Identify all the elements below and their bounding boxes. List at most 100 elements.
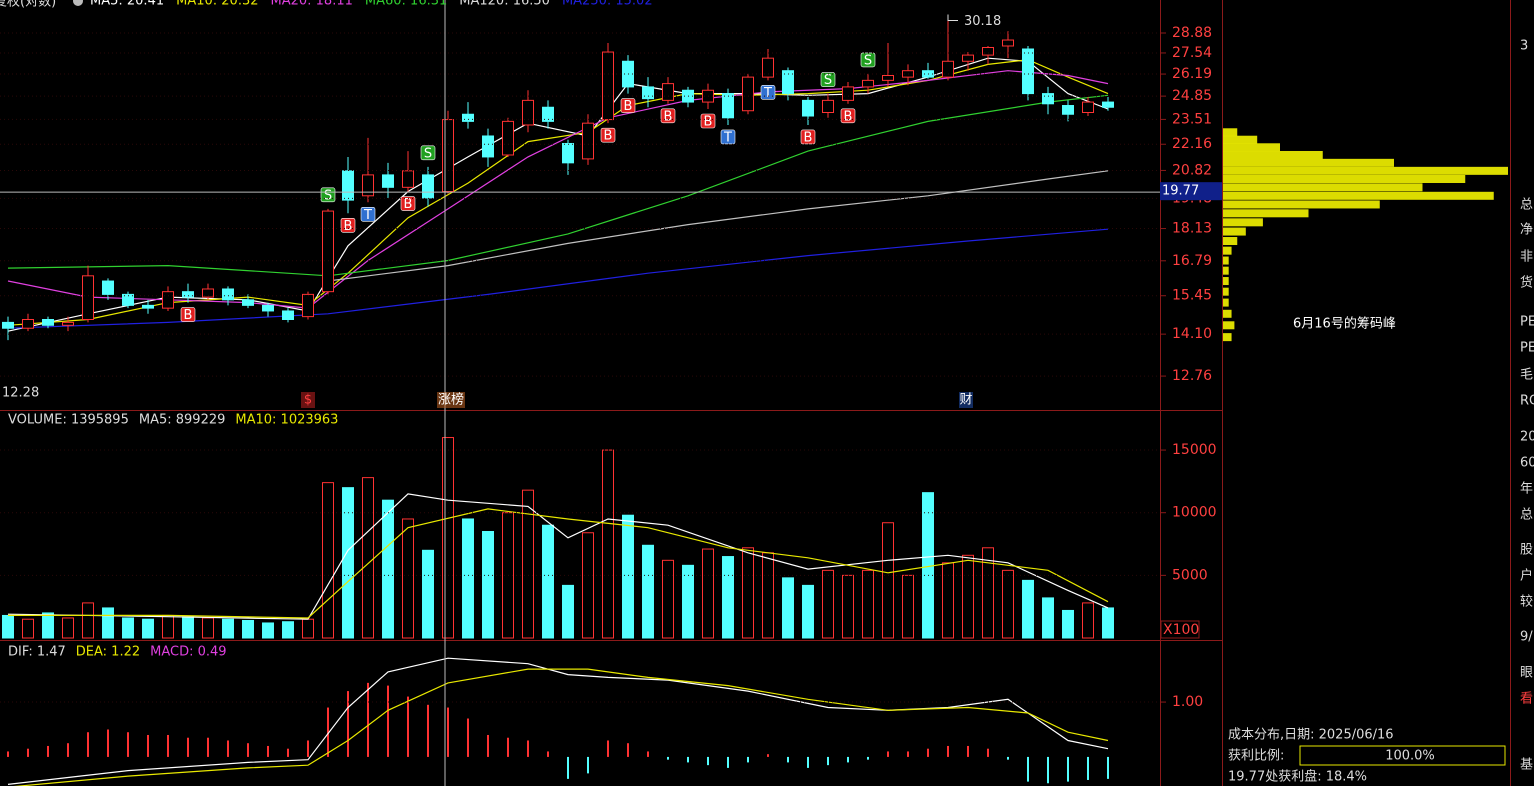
event-box [437,392,465,408]
volume-bar [402,518,414,639]
signal-label: T [763,86,772,101]
unit-label: X100 [1163,622,1199,638]
volume-bar [1062,609,1074,639]
side-text: 9/ [1520,630,1533,645]
candle-body [1002,39,1014,47]
signal-label: B [844,109,853,124]
signal-label: B [604,129,613,144]
volume-bar [302,618,314,639]
cross-box [1160,182,1222,201]
side-text: 毛 [1520,368,1533,383]
side-text: 股 [1520,543,1533,558]
min-label: 12.28 [2,386,39,401]
volume-bar [1102,607,1114,639]
signal-label: S [424,146,432,161]
volume-bar [762,552,774,639]
legend-entry: VOLUME: 1395895 [8,413,129,428]
candle-body [502,120,514,156]
header: 复权(对数) [0,0,56,10]
candle-body [182,291,194,298]
volume-bar [342,487,354,639]
axes: 12.7614.1015.4516.7918.1319.4820.8222.16… [0,25,1222,710]
y-tick-label: 14.10 [1172,326,1212,342]
volume-bar [862,569,874,639]
ma-line [7,657,1109,785]
legend-entry: MA20: 18.11 [271,0,353,9]
signal-label: S [824,73,832,88]
candle-body [442,119,454,193]
event-label: $ [304,393,312,408]
volume-bar [982,547,994,639]
chip-bar [1223,218,1263,227]
volume-bar [162,614,174,639]
ma-line [7,228,1109,329]
candle-body [102,280,114,295]
chip-bar [1223,209,1309,218]
candle-body [62,321,74,326]
signal-box [820,72,836,87]
chip-bar [1223,174,1466,183]
volume-bar [1002,569,1014,639]
chip-bar [1223,277,1229,286]
volume-bar [2,614,14,639]
signal-label: B [344,219,353,234]
candle-body [302,293,314,318]
volume-bar [962,554,974,639]
chip-date: 成本分布,日期: 2025/06/16 [1228,728,1394,743]
side-text: 看 [1520,691,1533,707]
signal-box [700,113,716,129]
candle-body [42,318,54,326]
signal-label: B [704,114,713,129]
legend-entry: MA120: 16.50 [459,0,550,9]
candle-body [762,57,774,78]
volume-bar [442,437,454,639]
volume-bar [142,618,154,639]
y-tick-label: 1.00 [1172,694,1203,710]
candle-body [562,142,574,164]
signal-box [420,145,436,161]
volume-bar [662,559,674,639]
side-text: 货 [1520,275,1533,291]
chip-bar [1223,158,1394,167]
side-text: PE [1520,315,1534,330]
signal-label: S [324,188,332,203]
ma-line [7,94,1109,277]
y-tick-label: 15.45 [1172,288,1212,304]
volume-bar [202,617,214,639]
y-tick-label: 26.19 [1172,66,1212,82]
volume-bar [742,547,754,639]
chip-bar [1223,143,1280,152]
ma-line [8,508,1109,619]
candle-body [202,288,214,298]
candle-body [942,60,954,78]
volume-bar [422,549,434,639]
candle-body [1022,48,1034,95]
candle-body [522,99,534,126]
volume-bar [842,574,854,639]
candle-body [802,99,814,117]
candle-body [1102,101,1114,108]
y-tick-label: 18.13 [1172,221,1212,237]
volume-bar [702,548,714,639]
candle-body [482,135,494,158]
chip-bar [1223,150,1323,159]
chip-bar [1223,333,1232,342]
max-pointer [947,14,958,21]
candle-body [662,83,674,101]
side-text: 净 [1520,223,1533,238]
y-tick-label: 15000 [1172,442,1217,458]
candle-body [842,86,854,101]
volume-bar [182,616,194,639]
candle-body [142,304,154,309]
candle-body [82,275,94,320]
candle-body [222,288,234,301]
volume-bar [802,584,814,639]
side-text: 基 [1520,758,1533,773]
signal-box [600,127,616,143]
volume-bar [282,621,294,639]
volume-bar [902,574,914,639]
side-text: 较 [1520,595,1533,610]
signal-label: T [363,208,372,223]
ma-line [327,170,1109,282]
candle-body [582,122,594,160]
